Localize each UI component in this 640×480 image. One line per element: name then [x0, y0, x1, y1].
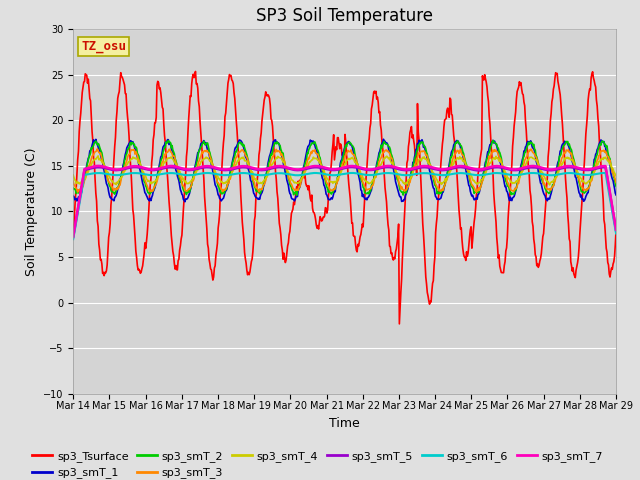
- sp3_smT_3: [428, 165, 435, 170]
- sp3_smT_3: [93, 146, 101, 152]
- sp3_smT_1: [612, 192, 620, 198]
- Line: sp3_smT_2: sp3_smT_2: [73, 141, 616, 195]
- sp3_smT_5: [69, 234, 77, 240]
- Text: TZ_osu: TZ_osu: [81, 40, 126, 53]
- sp3_Tsurface: [191, 69, 199, 74]
- sp3_smT_7: [191, 166, 198, 171]
- sp3_smT_1: [181, 199, 189, 204]
- sp3_smT_5: [79, 176, 87, 182]
- sp3_smT_3: [191, 171, 198, 177]
- Line: sp3_smT_4: sp3_smT_4: [73, 156, 616, 185]
- sp3_smT_6: [412, 171, 419, 177]
- sp3_smT_2: [190, 171, 198, 177]
- sp3_smT_4: [94, 153, 102, 159]
- sp3_smT_4: [79, 177, 87, 183]
- sp3_smT_3: [220, 187, 227, 193]
- sp3_smT_3: [612, 180, 620, 185]
- sp3_smT_1: [428, 178, 436, 184]
- sp3_smT_4: [546, 182, 554, 188]
- sp3_smT_1: [79, 182, 87, 188]
- sp3_smT_5: [190, 167, 198, 172]
- sp3_smT_7: [220, 167, 227, 172]
- Legend: sp3_Tsurface, sp3_smT_1, sp3_smT_2, sp3_smT_3, sp3_smT_4, sp3_smT_5, sp3_smT_6, : sp3_Tsurface, sp3_smT_1, sp3_smT_2, sp3_…: [28, 446, 607, 480]
- sp3_Tsurface: [396, 321, 403, 327]
- sp3_smT_1: [220, 195, 227, 201]
- X-axis label: Time: Time: [329, 417, 360, 430]
- sp3_Tsurface: [220, 140, 227, 145]
- sp3_Tsurface: [612, 227, 620, 233]
- sp3_smT_7: [79, 175, 87, 181]
- sp3_smT_1: [412, 146, 420, 152]
- sp3_smT_4: [412, 166, 419, 171]
- Line: sp3_smT_5: sp3_smT_5: [73, 167, 616, 237]
- Line: sp3_smT_7: sp3_smT_7: [73, 166, 616, 237]
- sp3_Tsurface: [412, 164, 420, 169]
- sp3_smT_6: [428, 171, 435, 177]
- sp3_Tsurface: [135, 266, 143, 272]
- sp3_smT_2: [489, 138, 497, 144]
- Line: sp3_Tsurface: sp3_Tsurface: [73, 72, 616, 324]
- sp3_smT_1: [191, 165, 198, 170]
- sp3_smT_2: [69, 185, 77, 191]
- sp3_smT_4: [220, 181, 227, 187]
- sp3_smT_7: [69, 234, 77, 240]
- sp3_Tsurface: [428, 288, 436, 294]
- sp3_smT_6: [69, 236, 77, 242]
- sp3_smT_1: [69, 193, 77, 199]
- sp3_smT_5: [219, 167, 227, 173]
- sp3_Tsurface: [79, 84, 87, 90]
- sp3_smT_4: [69, 172, 77, 178]
- Y-axis label: Soil Temperature (C): Soil Temperature (C): [24, 147, 38, 276]
- sp3_smT_7: [428, 164, 435, 170]
- sp3_smT_2: [612, 183, 620, 189]
- sp3_smT_3: [79, 184, 87, 190]
- sp3_smT_2: [135, 153, 143, 159]
- sp3_smT_4: [612, 173, 620, 179]
- sp3_smT_7: [95, 163, 102, 169]
- sp3_smT_3: [472, 189, 480, 195]
- sp3_smT_5: [612, 228, 620, 233]
- sp3_smT_5: [428, 165, 435, 171]
- Line: sp3_smT_1: sp3_smT_1: [73, 139, 616, 202]
- sp3_smT_1: [135, 162, 143, 168]
- Line: sp3_smT_3: sp3_smT_3: [73, 149, 616, 192]
- sp3_smT_6: [190, 172, 198, 178]
- Line: sp3_smT_6: sp3_smT_6: [73, 173, 616, 239]
- sp3_smT_4: [191, 171, 198, 177]
- sp3_smT_6: [612, 230, 620, 236]
- sp3_smT_5: [348, 164, 356, 170]
- sp3_Tsurface: [190, 75, 198, 81]
- sp3_smT_3: [136, 159, 143, 165]
- sp3_smT_7: [412, 165, 419, 170]
- sp3_smT_6: [79, 180, 87, 186]
- sp3_smT_3: [412, 161, 419, 167]
- sp3_smT_4: [428, 166, 435, 172]
- sp3_smT_1: [380, 136, 387, 142]
- Title: SP3 Soil Temperature: SP3 Soil Temperature: [256, 7, 433, 25]
- sp3_Tsurface: [69, 227, 77, 232]
- sp3_smT_7: [136, 164, 143, 169]
- sp3_smT_7: [612, 227, 620, 233]
- sp3_smT_2: [79, 181, 87, 187]
- sp3_smT_2: [428, 164, 435, 169]
- sp3_smT_5: [135, 165, 143, 170]
- sp3_smT_4: [136, 160, 143, 166]
- sp3_smT_2: [412, 154, 419, 160]
- sp3_smT_3: [69, 179, 77, 184]
- sp3_smT_6: [135, 170, 143, 176]
- sp3_smT_6: [348, 170, 356, 176]
- sp3_smT_6: [219, 172, 227, 178]
- sp3_smT_2: [219, 190, 227, 196]
- sp3_smT_2: [293, 192, 301, 198]
- sp3_smT_5: [412, 166, 419, 172]
